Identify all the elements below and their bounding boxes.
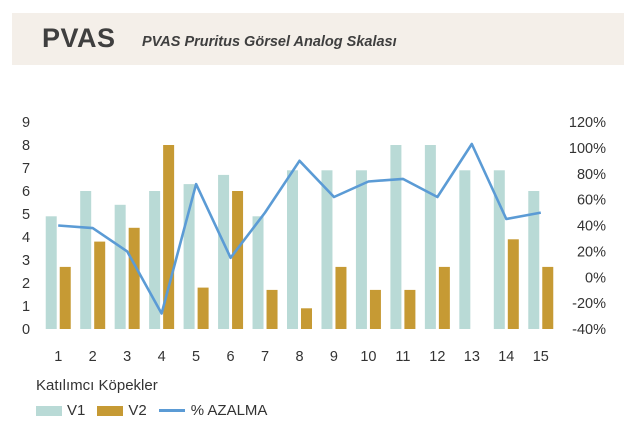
bar-v1 bbox=[355, 170, 367, 329]
bar-v1 bbox=[390, 145, 402, 329]
x-tick-label: 8 bbox=[295, 349, 303, 365]
y-right-tick-label: -40% bbox=[572, 322, 606, 338]
bar-v2 bbox=[369, 289, 381, 329]
chart-subtitle: PVAS Pruritus Görsel Analog Skalası bbox=[142, 34, 397, 50]
y-right-tick-label: -20% bbox=[572, 296, 606, 312]
chart-title: PVAS bbox=[42, 23, 116, 53]
y-left-tick-label: 7 bbox=[22, 161, 30, 177]
x-tick-label: 14 bbox=[498, 349, 514, 365]
x-tick-label: 12 bbox=[429, 349, 445, 365]
legend-items: V1 V2 % AZALMA bbox=[36, 402, 279, 419]
bar-v1 bbox=[149, 191, 161, 329]
y-right-tick-label: 100% bbox=[569, 141, 606, 157]
bar-v2 bbox=[163, 145, 175, 329]
bar-v2 bbox=[404, 289, 416, 329]
bar-v2 bbox=[507, 239, 519, 329]
bar-v1 bbox=[252, 216, 264, 329]
y-right-tick-label: 120% bbox=[569, 115, 606, 131]
bar-v2 bbox=[335, 266, 347, 329]
azalma-line bbox=[58, 142, 542, 315]
legend-swatch-azalma bbox=[158, 409, 185, 412]
bar-v1 bbox=[114, 204, 126, 329]
x-tick-label: 5 bbox=[192, 349, 200, 365]
bar-v1 bbox=[80, 191, 92, 329]
y-right-tick-label: 40% bbox=[577, 219, 606, 235]
legend-label-v1: V1 bbox=[67, 402, 86, 419]
x-tick-label: 1 bbox=[54, 349, 62, 365]
bar-v2 bbox=[266, 289, 278, 329]
bar-v2 bbox=[438, 266, 450, 329]
bar-v1 bbox=[183, 184, 195, 329]
legend-label-v2: V2 bbox=[128, 402, 147, 419]
bar-v1 bbox=[45, 216, 57, 329]
y-right-tick-label: 60% bbox=[577, 193, 606, 209]
y-right-tick-label: 20% bbox=[577, 244, 606, 260]
x-tick-label: 10 bbox=[360, 349, 376, 365]
bar-v1 bbox=[493, 170, 505, 329]
x-tick-label: 11 bbox=[395, 349, 410, 365]
y-left-tick-label: 0 bbox=[22, 322, 30, 338]
y-left-tick-label: 1 bbox=[22, 299, 30, 315]
bar-v1 bbox=[321, 170, 333, 329]
y-left-tick-label: 3 bbox=[22, 253, 30, 269]
chart-header: PVAS PVAS Pruritus Görsel Analog Skalası bbox=[12, 13, 624, 65]
x-tick-label: 7 bbox=[261, 349, 269, 365]
bar-v2 bbox=[232, 191, 244, 329]
bar-v2 bbox=[542, 266, 554, 329]
bar-v1 bbox=[528, 191, 540, 329]
y-left-tick-label: 9 bbox=[22, 115, 30, 131]
y-left-tick-label: 6 bbox=[22, 184, 30, 200]
bar-v1 bbox=[287, 170, 298, 329]
x-tick-label: 6 bbox=[227, 349, 235, 365]
legend-title: Katılımcı Köpekler bbox=[36, 377, 158, 394]
y-left-tick-label: 8 bbox=[22, 138, 30, 154]
x-tick-label: 4 bbox=[158, 349, 166, 365]
bar-v1 bbox=[424, 145, 436, 329]
y-left-tick-label: 5 bbox=[22, 207, 30, 223]
x-tick-label: 2 bbox=[89, 349, 97, 365]
bar-v2 bbox=[128, 227, 140, 329]
x-tick-label: 9 bbox=[330, 349, 338, 365]
bar-v1 bbox=[218, 174, 230, 329]
legend-swatch-v1 bbox=[36, 405, 62, 416]
y-right-tick-label: 0% bbox=[585, 270, 606, 286]
bar-v2 bbox=[301, 308, 312, 329]
legend-label-azalma: % AZALMA bbox=[190, 402, 268, 419]
x-tick-label: 3 bbox=[123, 349, 131, 365]
x-tick-label: 15 bbox=[533, 349, 549, 365]
legend-swatch-v2 bbox=[97, 405, 124, 416]
bar-v2 bbox=[197, 287, 209, 329]
bar-v2 bbox=[59, 266, 71, 329]
y-right-tick-label: 80% bbox=[577, 167, 606, 183]
bar-v2 bbox=[94, 241, 106, 329]
bar-v1 bbox=[459, 170, 471, 329]
x-tick-label: 13 bbox=[464, 349, 480, 365]
y-left-tick-label: 4 bbox=[22, 230, 30, 246]
y-left-tick-label: 2 bbox=[22, 276, 30, 292]
